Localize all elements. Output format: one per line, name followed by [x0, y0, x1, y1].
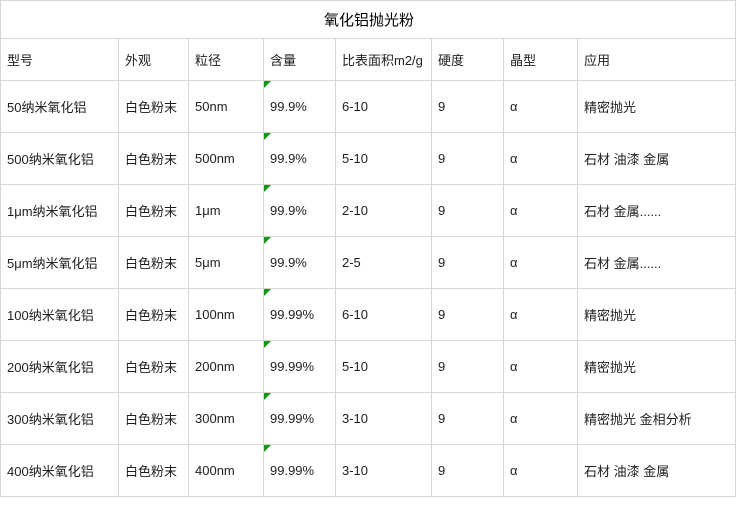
- cell-crystal-form[interactable]: α: [503, 184, 578, 237]
- cell-application[interactable]: 石材 油漆 金属: [576, 444, 736, 497]
- col-header-particle-size[interactable]: 粒径: [188, 38, 264, 81]
- cell-model[interactable]: 5μm纳米氧化铝: [0, 236, 119, 289]
- col-header-application[interactable]: 应用: [576, 38, 736, 81]
- cell-content[interactable]: 99.9%: [263, 184, 336, 237]
- cell-hardness[interactable]: 9: [431, 444, 504, 497]
- cell-surface-area[interactable]: 2-5: [335, 236, 432, 289]
- table-row: 400纳米氧化铝 白色粉末 400nm 99.99% 3-10 9 α 石材 油…: [0, 444, 736, 497]
- cell-application[interactable]: 石材 金属......: [576, 184, 736, 237]
- cell-crystal-form[interactable]: α: [503, 288, 578, 341]
- cell-application[interactable]: 精密抛光: [576, 80, 736, 133]
- cell-crystal-form[interactable]: α: [503, 236, 578, 289]
- cell-content-value: 99.99%: [270, 411, 315, 426]
- cell-flag-icon: [264, 185, 271, 192]
- cell-content[interactable]: 99.9%: [263, 236, 336, 289]
- cell-appearance[interactable]: 白色粉末: [118, 184, 189, 237]
- cell-flag-icon: [264, 445, 271, 452]
- cell-application[interactable]: 精密抛光: [576, 288, 736, 341]
- cell-content-value: 99.9%: [270, 151, 307, 166]
- cell-model[interactable]: 100纳米氧化铝: [0, 288, 119, 341]
- cell-flag-icon: [264, 289, 271, 296]
- table-row: 300纳米氧化铝 白色粉末 300nm 99.99% 3-10 9 α 精密抛光…: [0, 392, 736, 445]
- table-row: 200纳米氧化铝 白色粉末 200nm 99.99% 5-10 9 α 精密抛光: [0, 340, 736, 393]
- cell-model[interactable]: 400纳米氧化铝: [0, 444, 119, 497]
- cell-hardness[interactable]: 9: [431, 288, 504, 341]
- cell-content[interactable]: 99.99%: [263, 288, 336, 341]
- cell-surface-area[interactable]: 3-10: [335, 392, 432, 445]
- cell-surface-area[interactable]: 5-10: [335, 340, 432, 393]
- cell-surface-area[interactable]: 6-10: [335, 80, 432, 133]
- cell-appearance[interactable]: 白色粉末: [118, 132, 189, 185]
- cell-appearance[interactable]: 白色粉末: [118, 392, 189, 445]
- cell-content-value: 99.9%: [270, 99, 307, 114]
- table-row: 5μm纳米氧化铝 白色粉末 5μm 99.9% 2-5 9 α 石材 金属...…: [0, 236, 736, 289]
- cell-application[interactable]: 精密抛光 金相分析: [576, 392, 736, 445]
- cell-content-value: 99.99%: [270, 307, 315, 322]
- cell-particle-size[interactable]: 50nm: [188, 80, 264, 133]
- table-row: 1μm纳米氧化铝 白色粉末 1μm 99.9% 2-10 9 α 石材 金属..…: [0, 184, 736, 237]
- table-row: 500纳米氧化铝 白色粉末 500nm 99.9% 5-10 9 α 石材 油漆…: [0, 132, 736, 185]
- cell-hardness[interactable]: 9: [431, 236, 504, 289]
- cell-flag-icon: [264, 341, 271, 348]
- cell-surface-area[interactable]: 3-10: [335, 444, 432, 497]
- cell-hardness[interactable]: 9: [431, 340, 504, 393]
- cell-particle-size[interactable]: 300nm: [188, 392, 264, 445]
- cell-model[interactable]: 500纳米氧化铝: [0, 132, 119, 185]
- cell-appearance[interactable]: 白色粉末: [118, 288, 189, 341]
- cell-model[interactable]: 1μm纳米氧化铝: [0, 184, 119, 237]
- cell-model[interactable]: 50纳米氧化铝: [0, 80, 119, 133]
- cell-content-value: 99.9%: [270, 203, 307, 218]
- cell-model[interactable]: 300纳米氧化铝: [0, 392, 119, 445]
- cell-particle-size[interactable]: 400nm: [188, 444, 264, 497]
- cell-hardness[interactable]: 9: [431, 184, 504, 237]
- cell-crystal-form[interactable]: α: [503, 132, 578, 185]
- col-header-hardness[interactable]: 硬度: [431, 38, 504, 81]
- cell-content-value: 99.9%: [270, 255, 307, 270]
- cell-content[interactable]: 99.99%: [263, 444, 336, 497]
- col-header-surface-area[interactable]: 比表面积m2/g: [335, 38, 432, 81]
- col-header-model[interactable]: 型号: [0, 38, 119, 81]
- table-row: 100纳米氧化铝 白色粉末 100nm 99.99% 6-10 9 α 精密抛光: [0, 288, 736, 341]
- cell-particle-size[interactable]: 500nm: [188, 132, 264, 185]
- cell-hardness[interactable]: 9: [431, 132, 504, 185]
- cell-crystal-form[interactable]: α: [503, 80, 578, 133]
- cell-appearance[interactable]: 白色粉末: [118, 340, 189, 393]
- cell-content[interactable]: 99.9%: [263, 80, 336, 133]
- cell-particle-size[interactable]: 1μm: [188, 184, 264, 237]
- cell-content-value: 99.99%: [270, 463, 315, 478]
- cell-particle-size[interactable]: 100nm: [188, 288, 264, 341]
- cell-application[interactable]: 石材 金属......: [576, 236, 736, 289]
- cell-crystal-form[interactable]: α: [503, 444, 578, 497]
- col-header-content[interactable]: 含量: [263, 38, 336, 81]
- cell-application[interactable]: 石材 油漆 金属: [576, 132, 736, 185]
- cell-appearance[interactable]: 白色粉末: [118, 80, 189, 133]
- cell-content[interactable]: 99.99%: [263, 392, 336, 445]
- cell-surface-area[interactable]: 2-10: [335, 184, 432, 237]
- cell-crystal-form[interactable]: α: [503, 392, 578, 445]
- cell-content[interactable]: 99.9%: [263, 132, 336, 185]
- cell-content-value: 99.99%: [270, 359, 315, 374]
- col-header-appearance[interactable]: 外观: [118, 38, 189, 81]
- cell-application[interactable]: 精密抛光: [576, 340, 736, 393]
- cell-flag-icon: [264, 81, 271, 88]
- product-table: 氧化铝抛光粉 型号 外观 粒径 含量 比表面积m2/g 硬度 晶型 应用 50纳…: [0, 0, 736, 497]
- cell-particle-size[interactable]: 5μm: [188, 236, 264, 289]
- table-title-cell[interactable]: 氧化铝抛光粉: [0, 0, 736, 39]
- cell-flag-icon: [264, 133, 271, 140]
- cell-hardness[interactable]: 9: [431, 392, 504, 445]
- table-row: 50纳米氧化铝 白色粉末 50nm 99.9% 6-10 9 α 精密抛光: [0, 80, 736, 133]
- cell-appearance[interactable]: 白色粉末: [118, 236, 189, 289]
- cell-model[interactable]: 200纳米氧化铝: [0, 340, 119, 393]
- cell-flag-icon: [264, 237, 271, 244]
- cell-hardness[interactable]: 9: [431, 80, 504, 133]
- cell-surface-area[interactable]: 6-10: [335, 288, 432, 341]
- cell-appearance[interactable]: 白色粉末: [118, 444, 189, 497]
- cell-particle-size[interactable]: 200nm: [188, 340, 264, 393]
- cell-content[interactable]: 99.99%: [263, 340, 336, 393]
- cell-surface-area[interactable]: 5-10: [335, 132, 432, 185]
- col-header-crystal-form[interactable]: 晶型: [503, 38, 578, 81]
- cell-flag-icon: [264, 393, 271, 400]
- cell-crystal-form[interactable]: α: [503, 340, 578, 393]
